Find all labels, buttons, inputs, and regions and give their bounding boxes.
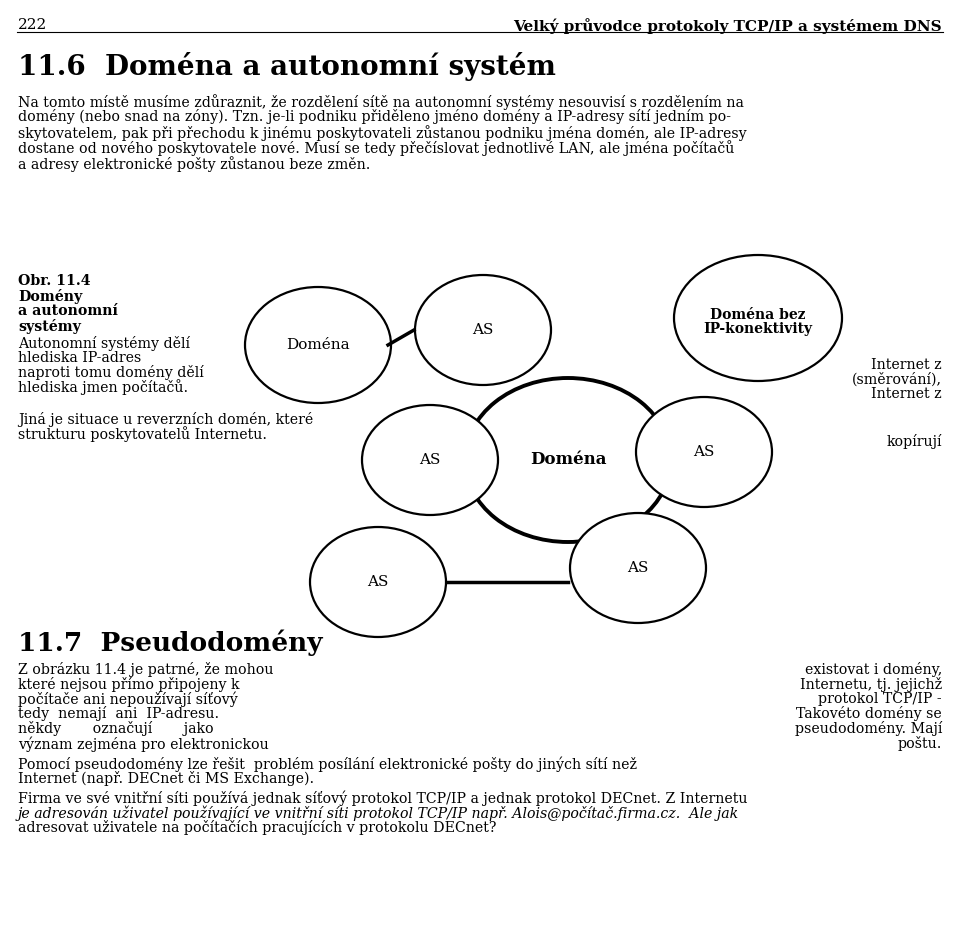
Text: Doména: Doména: [530, 451, 607, 469]
Text: AS: AS: [420, 453, 441, 467]
Text: Doména bez: Doména bez: [710, 308, 805, 322]
Text: Takovéto domény se: Takovéto domény se: [796, 707, 942, 722]
Text: Internetu, tj. jejichž: Internetu, tj. jejichž: [800, 677, 942, 692]
Text: AS: AS: [627, 561, 649, 575]
Ellipse shape: [245, 287, 391, 403]
Ellipse shape: [570, 513, 706, 623]
Text: tedy  nemají  ani  IP-adresu.: tedy nemají ani IP-adresu.: [18, 707, 219, 722]
Text: 222: 222: [18, 18, 47, 32]
Text: dostane od nového poskytovatele nové. Musí se tedy přečíslovat jednotlivé LAN, a: dostane od nového poskytovatele nové. Mu…: [18, 140, 734, 156]
Text: AS: AS: [693, 445, 714, 459]
Text: Internet z: Internet z: [872, 387, 942, 401]
Ellipse shape: [636, 397, 772, 507]
Text: počítače ani nepoužívají síťový: počítače ani nepoužívají síťový: [18, 692, 238, 707]
Text: 11.7  Pseudodomény: 11.7 Pseudodomény: [18, 630, 323, 657]
Text: Autonomní systémy dělí: Autonomní systémy dělí: [18, 336, 190, 351]
Text: existovat i domény,: existovat i domény,: [804, 662, 942, 677]
Text: kopírují: kopírují: [886, 434, 942, 449]
Text: adresovat uživatele na počítačích pracujících v protokolu DECnet?: adresovat uživatele na počítačích pracuj…: [18, 820, 496, 835]
Text: 11.6  Doména a autonomní systém: 11.6 Doména a autonomní systém: [18, 52, 556, 81]
Ellipse shape: [310, 527, 446, 637]
Text: Firma ve své vnitřní síti používá jednak síťový protokol TCP/IP a jednak protoko: Firma ve své vnitřní síti používá jednak…: [18, 790, 748, 805]
Ellipse shape: [415, 275, 551, 385]
Text: význam zejména pro elektronickou: význam zejména pro elektronickou: [18, 736, 269, 751]
Text: Internet z: Internet z: [872, 358, 942, 372]
Text: IP-konektivity: IP-konektivity: [704, 322, 812, 336]
Text: systémy: systémy: [18, 319, 81, 334]
Text: naproti tomu domény dělí: naproti tomu domény dělí: [18, 365, 204, 380]
Text: někdy       označují       jako: někdy označují jako: [18, 721, 214, 737]
Text: Jiná je situace u reverzních domén, které: Jiná je situace u reverzních domén, kter…: [18, 412, 313, 427]
Text: Pomocí pseudodomény lze řešit  problém posílání elektronické pošty do jiných sít: Pomocí pseudodomény lze řešit problém po…: [18, 756, 637, 772]
Text: pseudodomény. Mají: pseudodomény. Mají: [795, 721, 942, 737]
Text: poštu.: poštu.: [898, 736, 942, 751]
Text: hlediska jmen počítačů.: hlediska jmen počítačů.: [18, 379, 188, 395]
Text: AS: AS: [368, 575, 389, 589]
Text: a autonomní: a autonomní: [18, 304, 118, 318]
Ellipse shape: [674, 255, 842, 381]
Text: Internet (např. DECnet či MS Exchange).: Internet (např. DECnet či MS Exchange).: [18, 771, 314, 786]
Text: které nejsou přímo připojeny k: které nejsou přímo připojeny k: [18, 677, 239, 692]
Text: skytovatelem, pak při přechodu k jinému poskytovateli zůstanou podniku jména dom: skytovatelem, pak při přechodu k jinému …: [18, 125, 747, 140]
Text: domény (nebo snad na zóny). Tzn. je-li podniku přiděleno jméno domény a IP-adres: domény (nebo snad na zóny). Tzn. je-li p…: [18, 110, 731, 125]
Text: Z obrázku 11.4 je patrné, že mohou: Z obrázku 11.4 je patrné, že mohou: [18, 662, 274, 677]
Ellipse shape: [465, 378, 671, 542]
Ellipse shape: [362, 405, 498, 515]
Text: Domény: Domény: [18, 289, 83, 304]
Text: Velký průvodce protokoly TCP/IP a systémem DNS: Velký průvodce protokoly TCP/IP a systém…: [514, 18, 942, 33]
Text: Obr. 11.4: Obr. 11.4: [18, 274, 90, 288]
Text: a adresy elektronické pošty zůstanou beze změn.: a adresy elektronické pošty zůstanou bez…: [18, 156, 371, 172]
Text: protokol TCP/IP -: protokol TCP/IP -: [818, 692, 942, 706]
Text: Na tomto místě musíme zdůraznit, že rozdělení sítě na autonomní systémy nesouvis: Na tomto místě musíme zdůraznit, že rozd…: [18, 94, 744, 110]
Text: (směrování),: (směrování),: [852, 373, 942, 387]
Text: strukturu poskytovatelů Internetu.: strukturu poskytovatelů Internetu.: [18, 427, 267, 443]
Text: je adresován uživatel používající ve vnitřní síti protokol TCP/IP např. Alois@po: je adresován uživatel používající ve vni…: [18, 805, 739, 820]
Text: AS: AS: [472, 323, 493, 337]
Text: hlediska IP-adres: hlediska IP-adres: [18, 351, 141, 365]
Text: Doména: Doména: [286, 338, 349, 352]
